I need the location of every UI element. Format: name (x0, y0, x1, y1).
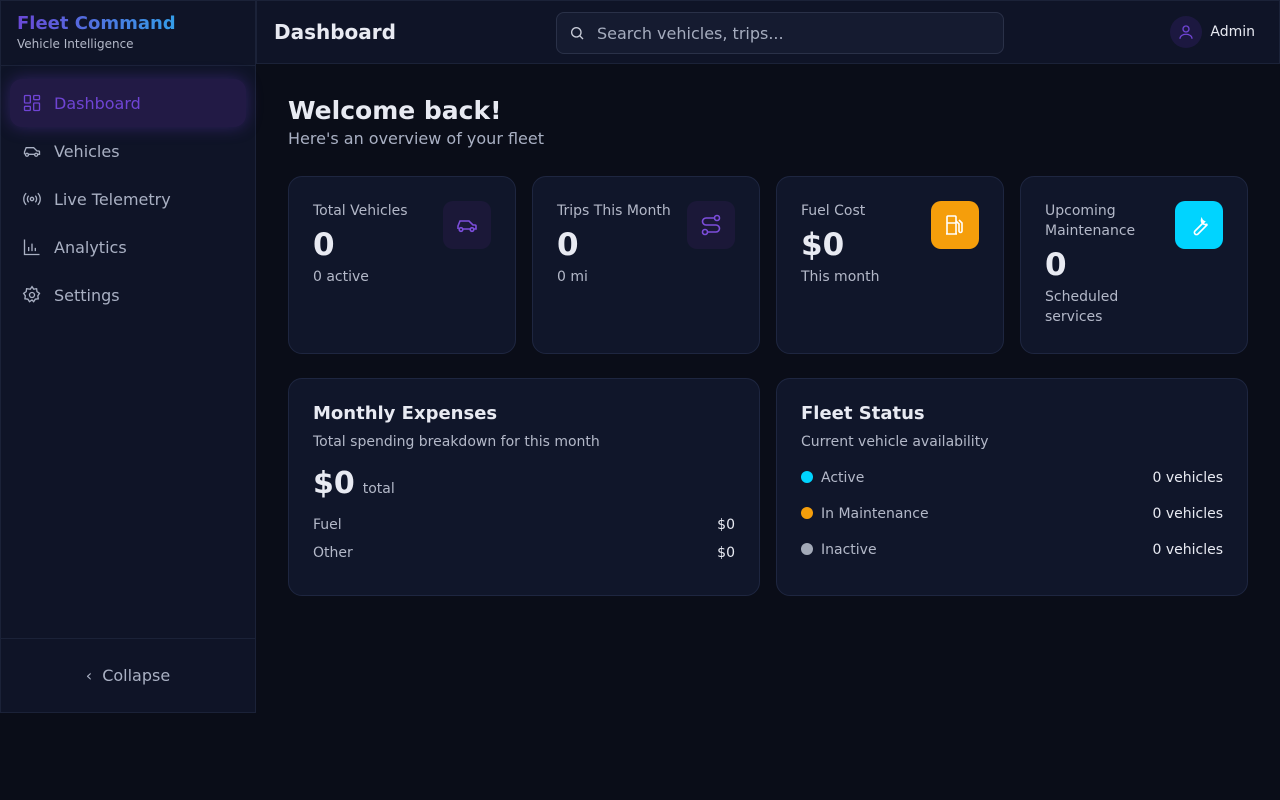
car-icon (457, 220, 477, 233)
stat-card-trips: Trips This Month 0 0 mi (532, 176, 760, 354)
status-value: 0 vehicles (1152, 470, 1223, 486)
expense-label: Fuel (313, 517, 342, 533)
sidebar-item-analytics[interactable]: Analytics (10, 223, 246, 271)
status-row: Active 0 vehicles (801, 460, 1223, 496)
expenses-total-label: total (362, 481, 395, 497)
expense-value: $0 (717, 517, 735, 533)
stat-card-total-vehicles: Total Vehicles 0 0 active (288, 176, 516, 354)
expense-value: $0 (717, 545, 735, 561)
stat-sub: 0 active (313, 269, 369, 285)
sidebar-item-label: Vehicles (54, 141, 120, 161)
status-value: 0 vehicles (1152, 506, 1223, 522)
panel-title: Fleet Status (801, 403, 925, 424)
stat-value: 0 (1045, 247, 1067, 283)
status-row: Inactive 0 vehicles (801, 532, 1223, 568)
sidebar-item-label: Live Telemetry (54, 189, 171, 209)
expenses-total: $0 (313, 466, 355, 501)
status-label: Inactive (821, 542, 877, 558)
status-label: Active (821, 470, 865, 486)
panel-subtitle: Current vehicle availability (801, 434, 989, 450)
fuel-icon (946, 215, 963, 235)
sidebar-item-live-telemetry[interactable]: Live Telemetry (10, 175, 246, 223)
search-icon (571, 27, 584, 40)
stat-label: Total Vehicles (313, 203, 408, 219)
status-value: 0 vehicles (1152, 542, 1223, 558)
status-row: In Maintenance 0 vehicles (801, 496, 1223, 532)
stat-label: Fuel Cost (801, 203, 866, 219)
user-menu[interactable]: Admin (1170, 16, 1255, 48)
collapse-label: Collapse (102, 666, 171, 685)
brand-subtitle: Vehicle Intelligence (17, 37, 134, 51)
main-content: Welcome back! Here's an overview of your… (288, 96, 1248, 596)
stat-sub: This month (801, 269, 880, 285)
status-dot (801, 507, 813, 519)
collapse-button[interactable]: ‹ Collapse (1, 638, 255, 712)
bar-chart-icon (23, 239, 40, 256)
expense-label: Other (313, 545, 353, 561)
status-dot (801, 471, 813, 483)
brand-title: Fleet Command (17, 13, 239, 34)
stat-sub: 0 mi (557, 269, 588, 285)
sidebar-item-dashboard[interactable]: Dashboard (10, 79, 246, 127)
stat-value: 0 (557, 227, 579, 263)
status-label: In Maintenance (821, 506, 929, 522)
welcome-title: Welcome back! (288, 96, 502, 125)
chevron-left-icon: ‹ (85, 666, 93, 685)
car-icon (23, 147, 41, 157)
sidebar-item-vehicles[interactable]: Vehicles (10, 127, 246, 175)
route-icon (701, 214, 721, 236)
monthly-expenses-panel: Monthly Expenses Total spending breakdow… (288, 378, 760, 596)
sidebar: Fleet Command Vehicle Intelligence Dashb… (0, 0, 256, 713)
sidebar-item-label: Analytics (54, 237, 127, 257)
wrench-icon (1193, 216, 1208, 236)
search-box (556, 12, 1004, 54)
stat-card-fuel-cost: Fuel Cost $0 This month (776, 176, 1004, 354)
gear-icon (22, 285, 41, 303)
panel-subtitle: Total spending breakdown for this month (313, 434, 600, 450)
user-name: Admin (1210, 24, 1255, 40)
sidebar-item-settings[interactable]: Settings (10, 271, 246, 319)
dashboard-icon (23, 94, 41, 112)
avatar (1170, 16, 1203, 48)
sidebar-item-label: Dashboard (54, 93, 141, 113)
user-icon (1179, 25, 1194, 39)
stat-label: Trips This Month (557, 203, 671, 219)
panel-title: Monthly Expenses (313, 403, 498, 424)
stat-label: Upcoming Maintenance (1045, 203, 1136, 239)
search-input[interactable] (597, 23, 977, 43)
page-title: Dashboard (274, 20, 396, 44)
status-dot (801, 543, 813, 555)
radio-icon (23, 192, 41, 206)
stat-value: $0 (801, 227, 845, 263)
expense-row: Fuel $0 (313, 511, 735, 539)
expense-row: Other $0 (313, 539, 735, 567)
sidebar-item-label: Settings (54, 285, 120, 305)
fleet-status-panel: Fleet Status Current vehicle availabilit… (776, 378, 1248, 596)
stat-sub: Scheduled services (1045, 289, 1119, 325)
stat-value: 0 (313, 227, 335, 263)
stat-card-maintenance: Upcoming Maintenance 0 Scheduled service… (1020, 176, 1248, 354)
welcome-subtitle: Here's an overview of your fleet (288, 129, 545, 148)
header: Dashboard Admin (256, 0, 1280, 64)
brand: Fleet Command Vehicle Intelligence (1, 1, 255, 66)
